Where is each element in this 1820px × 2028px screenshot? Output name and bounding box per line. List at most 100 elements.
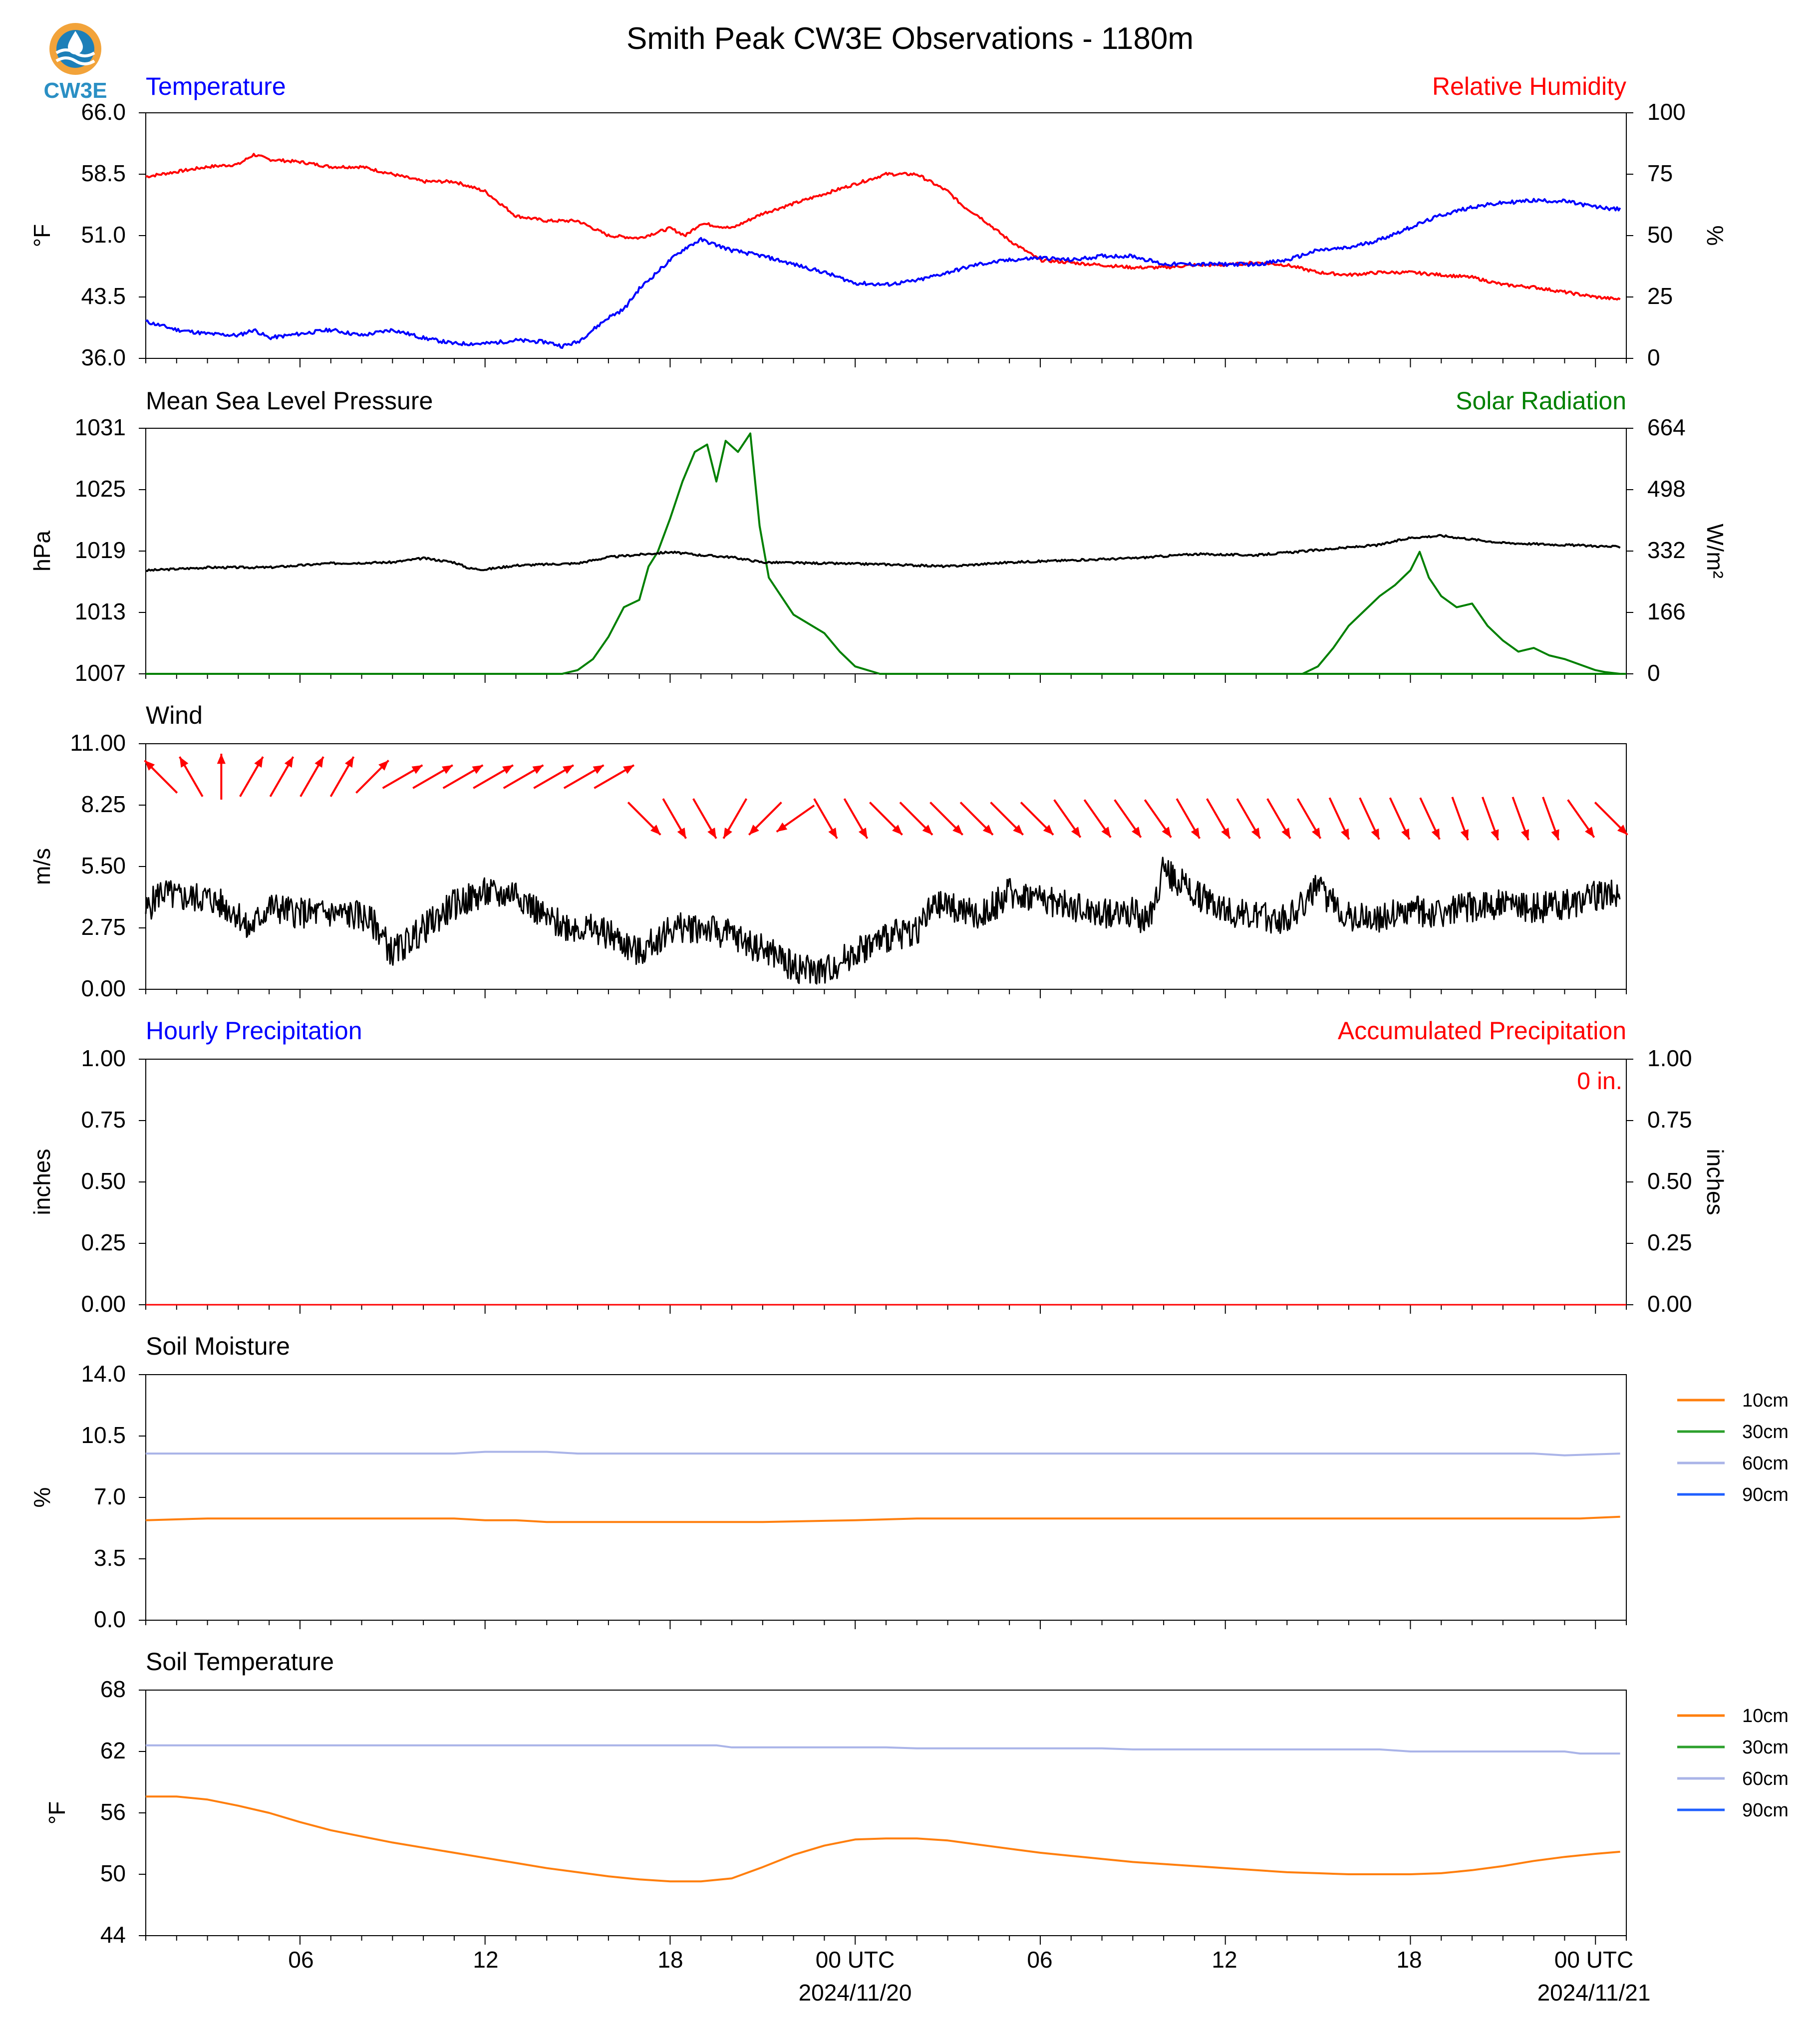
wind-arrow-head: [1251, 828, 1260, 839]
wind-arrow-head: [1341, 828, 1349, 840]
legend-label: 10cm: [1742, 1390, 1789, 1411]
legend-label: 60cm: [1742, 1453, 1789, 1474]
x-tick-label: 12: [473, 1947, 498, 1973]
wind-arrow-head: [1520, 829, 1529, 841]
wind-arrow-head: [1162, 827, 1172, 838]
wind-arrow-head: [982, 825, 993, 835]
y2-tick-label: 0: [1647, 344, 1660, 370]
legend-label: 30cm: [1742, 1422, 1789, 1443]
wind-arrow-head: [677, 828, 686, 839]
panel-soil-moisture: Soil Moisture % 0.0 3.5 7.0 10.5 14.0 10…: [29, 1332, 1789, 1632]
wind-arrow-head: [284, 757, 294, 768]
solar-ylabel: W/m²: [1702, 524, 1728, 579]
wind-arrow-head: [858, 828, 868, 839]
wind-arrow-head: [314, 757, 323, 768]
soil-moisture-title: Soil Moisture: [146, 1332, 290, 1360]
temperature-line: [145, 198, 1621, 349]
y2-tick-label: 1.00: [1647, 1045, 1692, 1071]
y2-tick-label: 498: [1647, 476, 1686, 502]
precip-y-ticks: 0.00 0.25 0.50 0.75 1.00: [81, 1045, 126, 1317]
wind-arrow-head: [1371, 828, 1379, 840]
figure-title: Smith Peak CW3E Observations - 1180m: [626, 21, 1194, 56]
wind-arrow-head: [1101, 827, 1111, 838]
wind-arrow-head: [254, 757, 263, 768]
y2-tick-label: 0.75: [1647, 1107, 1692, 1133]
soil-temperature-y-ticks: 44 50 56 62 68: [100, 1676, 126, 1948]
x-tick-label: 12: [1212, 1947, 1237, 1973]
y2-tick-label: 332: [1647, 537, 1686, 563]
pressure-line: [145, 534, 1621, 572]
humidity-y-ticks: 0 25 50 75 100: [1647, 99, 1686, 370]
y-tick-label: 62: [100, 1738, 126, 1763]
x-axis-labels: 06 12 18 00 UTC 2024/11/20 06 12 18 00 U…: [288, 1947, 1650, 2006]
y-tick-label: 50: [100, 1860, 126, 1886]
wind-arrow-head: [378, 760, 389, 771]
y-tick-label: 0.00: [81, 975, 126, 1001]
temperature-y-ticks: 36.0 43.5 51.0 58.5 66.0: [81, 99, 126, 370]
y-tick-label: 36.0: [81, 344, 126, 370]
x-tick-date: 2024/11/20: [799, 1980, 912, 2006]
wind-arrow-head: [1191, 828, 1200, 839]
hourly-precip-title: Hourly Precipitation: [146, 1017, 362, 1045]
y-tick-label: 14.0: [81, 1361, 126, 1387]
wind-arrow-head: [828, 828, 837, 839]
legend-label: 10cm: [1742, 1706, 1789, 1727]
y-tick-label: 1031: [75, 414, 126, 440]
y-tick-label: 44: [100, 1922, 126, 1948]
y-tick-label: 1025: [75, 476, 126, 502]
wind-arrow-head: [723, 828, 732, 839]
soil-moisture-60cm-line: [146, 1450, 1620, 1456]
wind-speed-line: [145, 857, 1621, 985]
accum-precip-value: 0 in.: [1577, 1068, 1622, 1095]
wind-arrow-head: [650, 825, 661, 835]
y-tick-label: 51.0: [81, 222, 126, 248]
y-tick-label: 66.0: [81, 99, 126, 125]
plot-frame: [145, 112, 1627, 359]
y2-tick-label: 0: [1647, 660, 1660, 686]
plot-frame: [145, 1690, 1627, 1936]
wind-arrow-head: [749, 825, 759, 835]
panel-temperature-humidity: Temperature Relative Humidity °F % 36.0 …: [29, 72, 1728, 370]
y2-tick-label: 0.00: [1647, 1291, 1692, 1317]
y2-tick-label: 0.25: [1647, 1229, 1692, 1255]
wind-arrow-head: [1013, 825, 1023, 835]
humidity-ylabel: %: [1702, 226, 1728, 246]
y2-tick-label: 100: [1647, 99, 1686, 125]
humidity-line: [145, 153, 1621, 301]
wind-arrow-head: [563, 765, 574, 774]
plot-frame: [145, 1059, 1627, 1305]
y-tick-label: 10.5: [81, 1422, 126, 1448]
y-tick-label: 56: [100, 1799, 126, 1825]
y-tick-label: 11.00: [70, 730, 126, 756]
y2-tick-label: 0.50: [1647, 1168, 1692, 1194]
accum-precip-ylabel: inches: [1702, 1149, 1728, 1215]
wind-arrow-head: [1460, 829, 1469, 841]
y-tick-label: 58.5: [81, 160, 126, 186]
soil-temperature-ylabel: °F: [44, 1801, 70, 1825]
wind-arrow-head: [707, 828, 716, 839]
wind-arrow-head: [502, 765, 513, 774]
wind-ylabel: m/s: [29, 848, 55, 885]
soil-moisture-legend: 10cm 30cm 60cm 90cm: [1677, 1390, 1789, 1505]
wind-title: Wind: [146, 701, 203, 729]
plot-frame: [145, 1374, 1627, 1621]
y-tick-label: 0.25: [81, 1229, 126, 1255]
soil-temperature-legend: 10cm 30cm 60cm 90cm: [1677, 1706, 1789, 1821]
wind-arrow-head: [179, 757, 189, 768]
temperature-title: Temperature: [146, 72, 286, 100]
wind-arrow-head: [593, 765, 604, 774]
soil-moisture-ylabel: %: [29, 1487, 55, 1508]
humidity-title: Relative Humidity: [1432, 72, 1626, 100]
wind-arrow-head: [1431, 828, 1440, 840]
wind-arrow-head: [344, 757, 354, 768]
solar-line-day2: [1302, 551, 1620, 675]
x-tick-label: 18: [1396, 1947, 1422, 1973]
wind-arrow-head: [1281, 828, 1290, 839]
y-tick-label: 7.0: [94, 1483, 126, 1509]
y-tick-label: 1007: [75, 660, 126, 686]
x-tick-label: 06: [1027, 1947, 1052, 1973]
y-tick-label: 0.00: [81, 1291, 126, 1317]
legend-label: 90cm: [1742, 1484, 1789, 1505]
y2-tick-label: 25: [1647, 283, 1673, 309]
